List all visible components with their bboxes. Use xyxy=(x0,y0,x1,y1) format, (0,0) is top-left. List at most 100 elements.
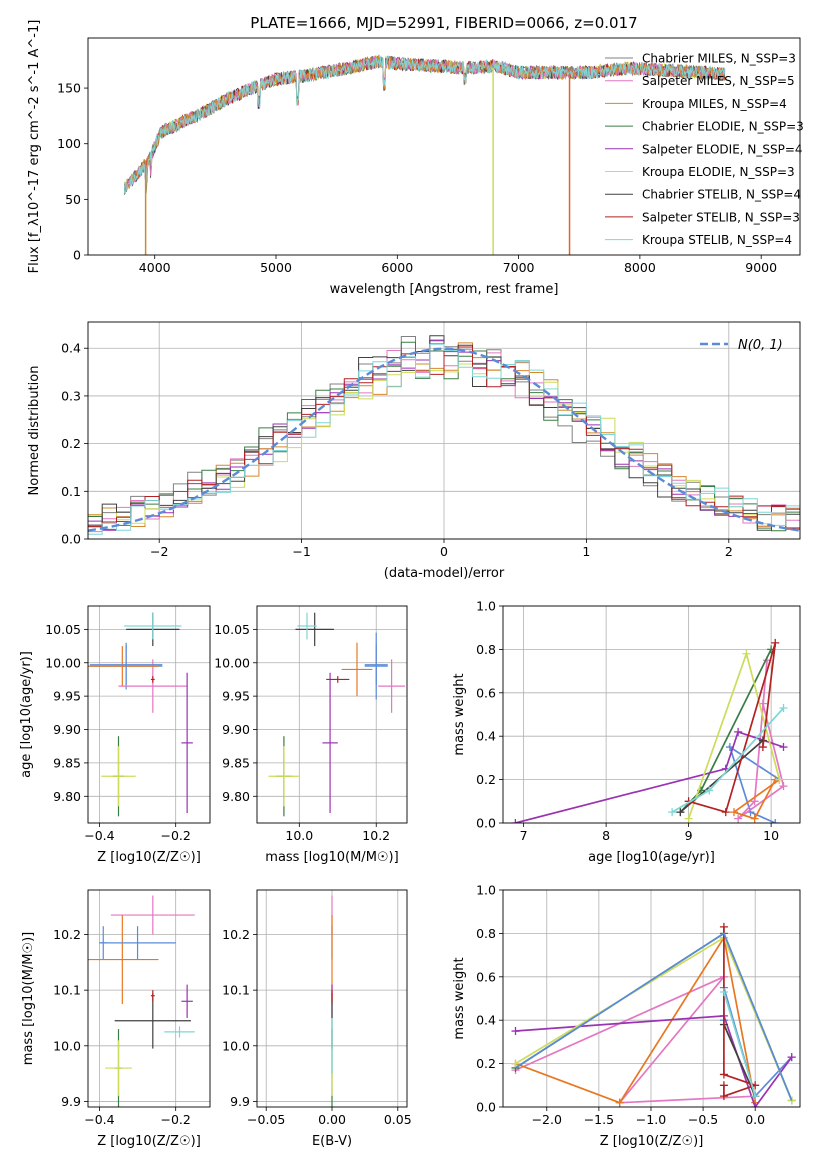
legend-label: Kroupa MILES, N_SSP=4 xyxy=(642,97,787,111)
x-axis-label: Z [log10(Z/Z☉)] xyxy=(600,1134,704,1149)
x-tick-label: −0.5 xyxy=(688,1112,718,1127)
axes-frame xyxy=(256,605,408,824)
weight-marker xyxy=(750,814,759,823)
x-tick-label: 7 xyxy=(520,828,528,843)
weight-marker xyxy=(730,808,738,817)
weight-marker xyxy=(734,814,743,823)
y-axis-label: Normed distribution xyxy=(27,366,42,496)
weight-marker xyxy=(787,1053,796,1062)
y-tick-label: 10.0 xyxy=(222,1038,250,1053)
y-tick-label: 1.0 xyxy=(476,883,496,898)
y-tick-label: 100 xyxy=(57,136,81,151)
weight-series-line xyxy=(728,744,780,823)
errorbar-point xyxy=(105,1040,132,1096)
y-tick-label: 0.6 xyxy=(476,685,496,700)
errorbar-point xyxy=(297,612,317,640)
weight-series-line xyxy=(515,976,756,1104)
x-tick-label: 10.2 xyxy=(362,828,390,843)
y-tick-label: 9.9 xyxy=(230,1094,250,1109)
weight-marker xyxy=(705,786,714,795)
legend-label: Salpeter STELIB, N_SSP=3 xyxy=(642,210,800,224)
x-tick-label: 2 xyxy=(725,544,733,559)
axes-frame xyxy=(87,37,801,256)
weight-marker xyxy=(751,1103,760,1107)
weight-series-line xyxy=(732,778,780,820)
weight-series-line xyxy=(723,1024,756,1097)
y-tick-label: 0.2 xyxy=(476,1056,496,1071)
y-tick-label: 9.90 xyxy=(53,722,81,737)
errorbar-point xyxy=(110,895,195,935)
weight-vs-metallicity-panel: −2.0 −1.5 −1.0 −0.5 0.0 0.0 0.2 0.4 0.6 0.8 1.0 Z [… xyxy=(452,883,801,1149)
x-tick-label: 10.0 xyxy=(285,828,313,843)
errorbar-point xyxy=(88,646,159,687)
y-axis-label: age [log10(age/yr)] xyxy=(19,651,34,778)
spectrum-series-line xyxy=(124,55,726,193)
errorbar-point xyxy=(322,672,338,813)
y-axis-label: mass weight xyxy=(452,957,467,1039)
weight-marker xyxy=(684,814,693,823)
y-tick-label: 9.80 xyxy=(222,789,250,804)
x-tick-label: 0.00 xyxy=(318,1112,346,1127)
weight-series-line xyxy=(723,926,758,1098)
y-tick-label: 1.0 xyxy=(476,599,496,614)
errorbar-points xyxy=(88,612,193,817)
x-tick-label: 6000 xyxy=(381,260,413,275)
weight-marker xyxy=(775,775,784,784)
axes-frame xyxy=(87,321,801,540)
residual-histogram-series xyxy=(88,346,800,529)
y-tick-label: 10.05 xyxy=(214,622,250,637)
normal-curve xyxy=(88,347,800,532)
y-tick-label: 10.0 xyxy=(53,1038,81,1053)
axes-frame xyxy=(87,889,211,1108)
y-tick-label: 9.90 xyxy=(222,722,250,737)
x-tick-label: −0.4 xyxy=(84,828,114,843)
y-tick-label: 0 xyxy=(73,248,81,263)
weight-series-line xyxy=(515,730,784,823)
legend-label: Chabrier STELIB, N_SSP=4 xyxy=(642,188,801,202)
spectrum-series-line xyxy=(124,54,726,194)
weight-marker xyxy=(771,819,780,823)
weight-vs-age-panel: 7 8 9 10 0.0 0.2 0.4 0.6 0.8 1.0 age [log10(age/yr… xyxy=(452,599,801,865)
weight-marker xyxy=(676,808,685,817)
y-axis-label: mass weight xyxy=(452,673,467,755)
y-tick-label: 9.95 xyxy=(53,689,81,704)
errorbar-point xyxy=(326,676,350,683)
x-axis-label: (data-model)/error xyxy=(384,566,505,581)
x-tick-label: 0.05 xyxy=(384,1112,412,1127)
errorbar-point xyxy=(99,926,176,960)
axes-frame xyxy=(502,605,801,824)
spectrum-lines xyxy=(124,53,726,255)
errorbar-point xyxy=(124,612,182,640)
y-tick-label: 10.1 xyxy=(53,983,81,998)
legend-label: Kroupa STELIB, N_SSP=4 xyxy=(642,233,792,247)
weight-series-line xyxy=(723,987,793,1098)
mass-vs-extinction-panel: −0.05 0.00 0.05 9.9 10.0 10.1 10.2 E(B-V) xyxy=(222,889,412,1149)
y-tick-label: 10.2 xyxy=(53,927,81,942)
x-tick-label: 5000 xyxy=(260,260,292,275)
errorbar-point xyxy=(88,915,159,1005)
errorbar-points xyxy=(88,895,195,1107)
x-tick-label: −1.0 xyxy=(636,1112,666,1127)
errorbar-point xyxy=(268,746,300,807)
weight-marker xyxy=(511,1059,520,1068)
spectrum-series-line xyxy=(124,56,726,191)
errorbar-point xyxy=(364,644,388,685)
y-tick-label: 0.4 xyxy=(476,1013,496,1028)
y-tick-label: 50 xyxy=(65,192,81,207)
weight-marker xyxy=(779,743,788,752)
axes-frame xyxy=(502,889,801,1108)
weight-marker xyxy=(615,1098,624,1107)
weight-marker xyxy=(511,1027,520,1036)
weight-series-line xyxy=(723,991,757,1097)
weight-marker xyxy=(511,819,520,823)
y-tick-label: 9.9 xyxy=(61,1094,81,1109)
legend-label: Chabrier ELODIE, N_SSP=3 xyxy=(642,120,804,134)
y-axis-label: mass [log10(M/M☉)] xyxy=(21,932,36,1065)
weight-marker xyxy=(779,703,788,712)
x-tick-label: 1 xyxy=(582,544,590,559)
x-tick-label: 0.0 xyxy=(745,1112,765,1127)
residual-histogram-series xyxy=(88,343,800,535)
errorbar-point xyxy=(181,984,193,1018)
x-tick-label: −0.2 xyxy=(161,828,191,843)
y-tick-label: 10.00 xyxy=(214,655,250,670)
